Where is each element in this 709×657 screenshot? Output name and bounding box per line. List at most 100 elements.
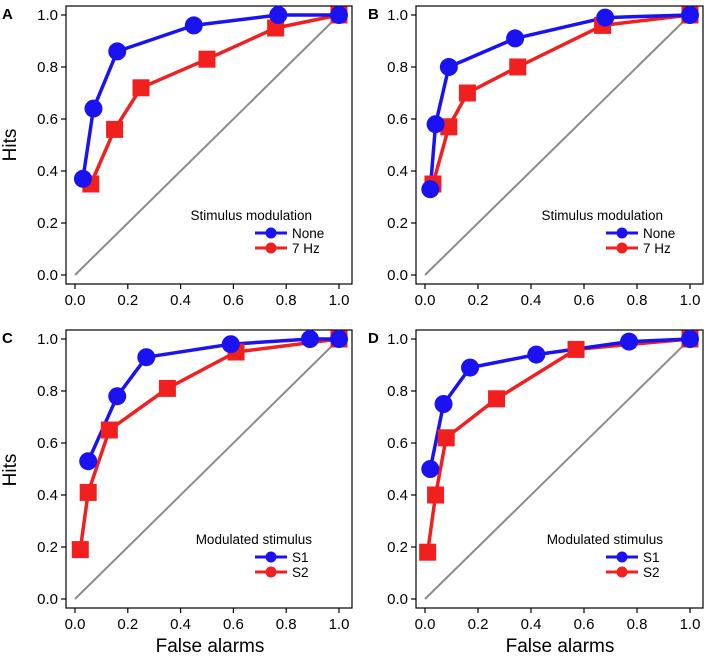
data-point-square (71, 541, 89, 559)
data-point-square (158, 379, 176, 397)
legend-label: S1 (643, 550, 660, 565)
legend-title: Modulated stimulus (547, 532, 664, 547)
data-point-circle (300, 330, 319, 348)
y-tick-label: 1.0 (387, 331, 408, 348)
data-point-square (509, 58, 527, 76)
data-point-circle (84, 99, 103, 118)
data-point-circle (330, 6, 348, 24)
plot-frame (65, 5, 353, 285)
legend-label: S1 (292, 550, 309, 565)
x-tick-label: 1.0 (680, 292, 701, 309)
data-point-circle (596, 8, 615, 27)
y-tick-label: 0.4 (387, 163, 408, 180)
data-point-circle (434, 395, 453, 413)
chance-diagonal (74, 14, 340, 276)
y-tick-label: 1.0 (37, 7, 58, 24)
panel-letter-b: B (368, 6, 379, 23)
data-point-circle (426, 115, 445, 134)
x-tick-label: 1.0 (329, 616, 350, 633)
data-point-circle (439, 58, 458, 76)
data-point-circle (269, 6, 288, 24)
x-tick-label: 0.0 (415, 616, 436, 633)
x-axis-title-left: False alarms (156, 636, 265, 657)
y-tick-label: 0.8 (37, 59, 58, 76)
y-tick-label: 0.4 (387, 487, 408, 504)
x-tick-label: 0.4 (170, 292, 191, 309)
legend-marker-circle (616, 227, 628, 239)
y-tick-label: 0.6 (37, 435, 58, 452)
legend-marker (616, 566, 628, 578)
data-point-square (427, 486, 445, 504)
x-tick-label: 0.2 (117, 292, 138, 309)
data-point-circle (79, 452, 98, 471)
legend-marker-circle (265, 551, 277, 563)
data-point-circle (137, 348, 156, 367)
x-tick-label: 0.8 (276, 292, 297, 309)
data-point-circle (108, 42, 127, 61)
y-tick-label: 0.8 (37, 383, 58, 400)
y-tick-label: 0.2 (37, 539, 58, 556)
data-point-circle (73, 169, 92, 188)
y-tick-label: 0.6 (387, 111, 408, 128)
series-line-7-hz (89, 13, 340, 185)
x-tick-label: 0.6 (223, 292, 244, 309)
y-axis-title-top: Hits (0, 129, 21, 162)
y-tick-label: 0.4 (37, 487, 58, 504)
panel-d: D 0.0 0.2 0.4 0.6 0.8 1.0 0.0 0.2 0.4 0.6 0.8 1.0 Mod… (368, 329, 704, 633)
x-tick-label: 0.0 (65, 292, 86, 309)
series-line-7-hz (431, 13, 691, 185)
y-tick-label: 1.0 (387, 7, 408, 24)
x-tick-label: 0.8 (276, 616, 297, 633)
y-tick-label: 0.2 (37, 215, 58, 232)
data-point-square (458, 84, 476, 102)
x-tick-label: 0.0 (65, 616, 86, 633)
data-point-square (488, 390, 506, 408)
panel-letter-c: C (2, 330, 13, 347)
data-point-square (567, 340, 585, 358)
data-point-square (419, 543, 437, 561)
x-tick-label: 0.6 (574, 616, 595, 633)
x-axis-title-right: False alarms (506, 636, 615, 657)
legend-title: Stimulus modulation (190, 208, 312, 223)
x-tick-label: 0.4 (521, 616, 542, 633)
y-tick-label: 0.6 (387, 435, 408, 452)
panel-c: C 0.0 0.2 0.4 0.6 0.8 1.0 0.0 0.2 0.4 0.6 0.8 1.0 Mod… (2, 329, 353, 633)
data-point-circle (184, 16, 203, 35)
legend-label: 7 Hz (643, 241, 671, 256)
x-tick-label: 0.8 (627, 616, 648, 633)
series-line-s1 (86, 337, 339, 462)
data-point-circle (421, 460, 440, 478)
x-tick-label: 0.2 (468, 616, 489, 633)
y-tick-label: 1.0 (37, 331, 58, 348)
data-point-circle (506, 29, 525, 48)
data-point-circle (620, 332, 639, 351)
panels: A 0.0 0.2 0.4 0.6 0.8 1.0 0.0 0.2 0.4 0.6 0.8 1.0 Sti… (2, 5, 704, 633)
x-tick-label: 0.4 (170, 616, 191, 633)
panel-letter-d: D (368, 330, 379, 347)
series-line-s1 (428, 337, 691, 470)
y-tick-label: 0.4 (37, 163, 58, 180)
legend-label: 7 Hz (292, 241, 320, 256)
y-tick-label: 0.6 (37, 111, 58, 128)
y-tick-label: 0.8 (387, 383, 408, 400)
series-line-none (428, 13, 691, 190)
legend-label: S2 (643, 565, 660, 580)
legend-label: None (643, 226, 675, 241)
x-tick-label: 0.2 (468, 292, 489, 309)
legend-title: Modulated stimulus (196, 532, 313, 547)
data-point-square (106, 120, 124, 138)
chance-diagonal (424, 338, 691, 600)
legend-marker (265, 566, 277, 578)
data-point-circle (330, 330, 348, 348)
data-point-circle (527, 345, 546, 364)
data-point-circle (681, 6, 699, 24)
legend-marker (265, 242, 277, 254)
x-tick-label: 0.0 (415, 292, 436, 309)
legend-label: None (292, 226, 324, 241)
data-point-circle (108, 387, 127, 406)
y-tick-label: 0.0 (37, 591, 58, 608)
x-tick-label: 0.6 (574, 292, 595, 309)
data-point-square (440, 118, 458, 136)
y-tick-label: 0.8 (387, 59, 408, 76)
legend-label: S2 (292, 565, 309, 580)
